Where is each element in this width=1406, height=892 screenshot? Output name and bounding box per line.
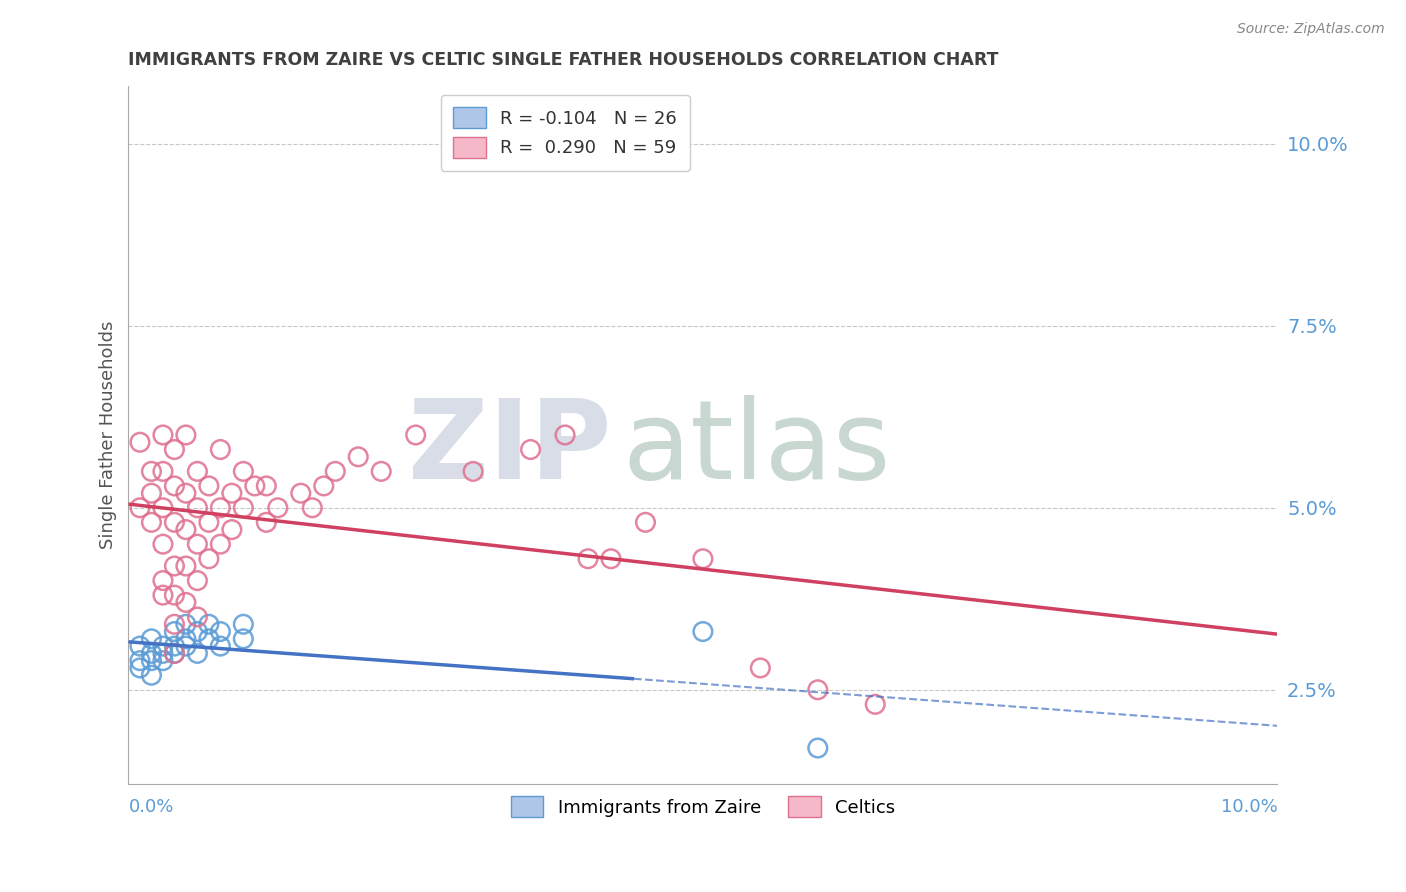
- Point: [186, 537, 208, 551]
- Point: [221, 486, 243, 500]
- Point: [209, 537, 232, 551]
- Point: [405, 428, 427, 442]
- Point: [163, 588, 186, 602]
- Point: [141, 516, 163, 530]
- Point: [209, 500, 232, 515]
- Point: [129, 661, 152, 675]
- Point: [807, 741, 830, 756]
- Point: [174, 639, 197, 653]
- Point: [323, 464, 346, 478]
- Point: [554, 428, 576, 442]
- Point: [129, 639, 152, 653]
- Point: [152, 464, 174, 478]
- Point: [692, 624, 714, 639]
- Point: [209, 442, 232, 457]
- Point: [600, 551, 623, 566]
- Point: [141, 464, 163, 478]
- Point: [749, 661, 772, 675]
- Point: [186, 624, 208, 639]
- Point: [186, 646, 208, 660]
- Point: [152, 500, 174, 515]
- Point: [141, 632, 163, 646]
- Point: [290, 486, 312, 500]
- Point: [232, 617, 254, 632]
- Point: [232, 632, 254, 646]
- Y-axis label: Single Father Households: Single Father Households: [100, 321, 117, 549]
- Point: [163, 479, 186, 493]
- Text: 10.0%: 10.0%: [1220, 798, 1277, 816]
- Point: [174, 632, 197, 646]
- Point: [198, 617, 221, 632]
- Point: [129, 654, 152, 668]
- Point: [807, 682, 830, 697]
- Point: [198, 479, 221, 493]
- Point: [232, 500, 254, 515]
- Point: [141, 486, 163, 500]
- Point: [152, 654, 174, 668]
- Point: [174, 523, 197, 537]
- Point: [174, 559, 197, 574]
- Point: [129, 435, 152, 450]
- Point: [152, 574, 174, 588]
- Point: [141, 668, 163, 682]
- Point: [692, 551, 714, 566]
- Point: [198, 551, 221, 566]
- Point: [163, 617, 186, 632]
- Point: [163, 639, 186, 653]
- Point: [186, 500, 208, 515]
- Point: [865, 698, 887, 712]
- Point: [232, 464, 254, 478]
- Point: [141, 646, 163, 660]
- Point: [129, 500, 152, 515]
- Point: [152, 428, 174, 442]
- Point: [312, 479, 335, 493]
- Legend: Immigrants from Zaire, Celtics: Immigrants from Zaire, Celtics: [503, 789, 903, 824]
- Point: [174, 595, 197, 609]
- Point: [163, 646, 186, 660]
- Point: [163, 624, 186, 639]
- Point: [370, 464, 392, 478]
- Point: [152, 537, 174, 551]
- Text: Source: ZipAtlas.com: Source: ZipAtlas.com: [1237, 22, 1385, 37]
- Text: atlas: atlas: [623, 395, 891, 502]
- Point: [152, 646, 174, 660]
- Text: 0.0%: 0.0%: [128, 798, 174, 816]
- Point: [221, 523, 243, 537]
- Point: [576, 551, 599, 566]
- Text: ZIP: ZIP: [408, 395, 612, 502]
- Point: [152, 588, 174, 602]
- Point: [209, 639, 232, 653]
- Point: [186, 610, 208, 624]
- Point: [243, 479, 266, 493]
- Point: [254, 479, 277, 493]
- Point: [174, 486, 197, 500]
- Point: [174, 428, 197, 442]
- Point: [301, 500, 323, 515]
- Point: [163, 442, 186, 457]
- Text: IMMIGRANTS FROM ZAIRE VS CELTIC SINGLE FATHER HOUSEHOLDS CORRELATION CHART: IMMIGRANTS FROM ZAIRE VS CELTIC SINGLE F…: [128, 51, 1000, 69]
- Point: [141, 654, 163, 668]
- Point: [209, 624, 232, 639]
- Point: [198, 516, 221, 530]
- Point: [267, 500, 290, 515]
- Point: [163, 646, 186, 660]
- Point: [186, 574, 208, 588]
- Point: [152, 639, 174, 653]
- Point: [174, 617, 197, 632]
- Point: [463, 464, 485, 478]
- Point: [254, 516, 277, 530]
- Point: [347, 450, 370, 464]
- Point: [163, 559, 186, 574]
- Point: [198, 632, 221, 646]
- Point: [186, 464, 208, 478]
- Point: [163, 516, 186, 530]
- Point: [634, 516, 657, 530]
- Point: [519, 442, 541, 457]
